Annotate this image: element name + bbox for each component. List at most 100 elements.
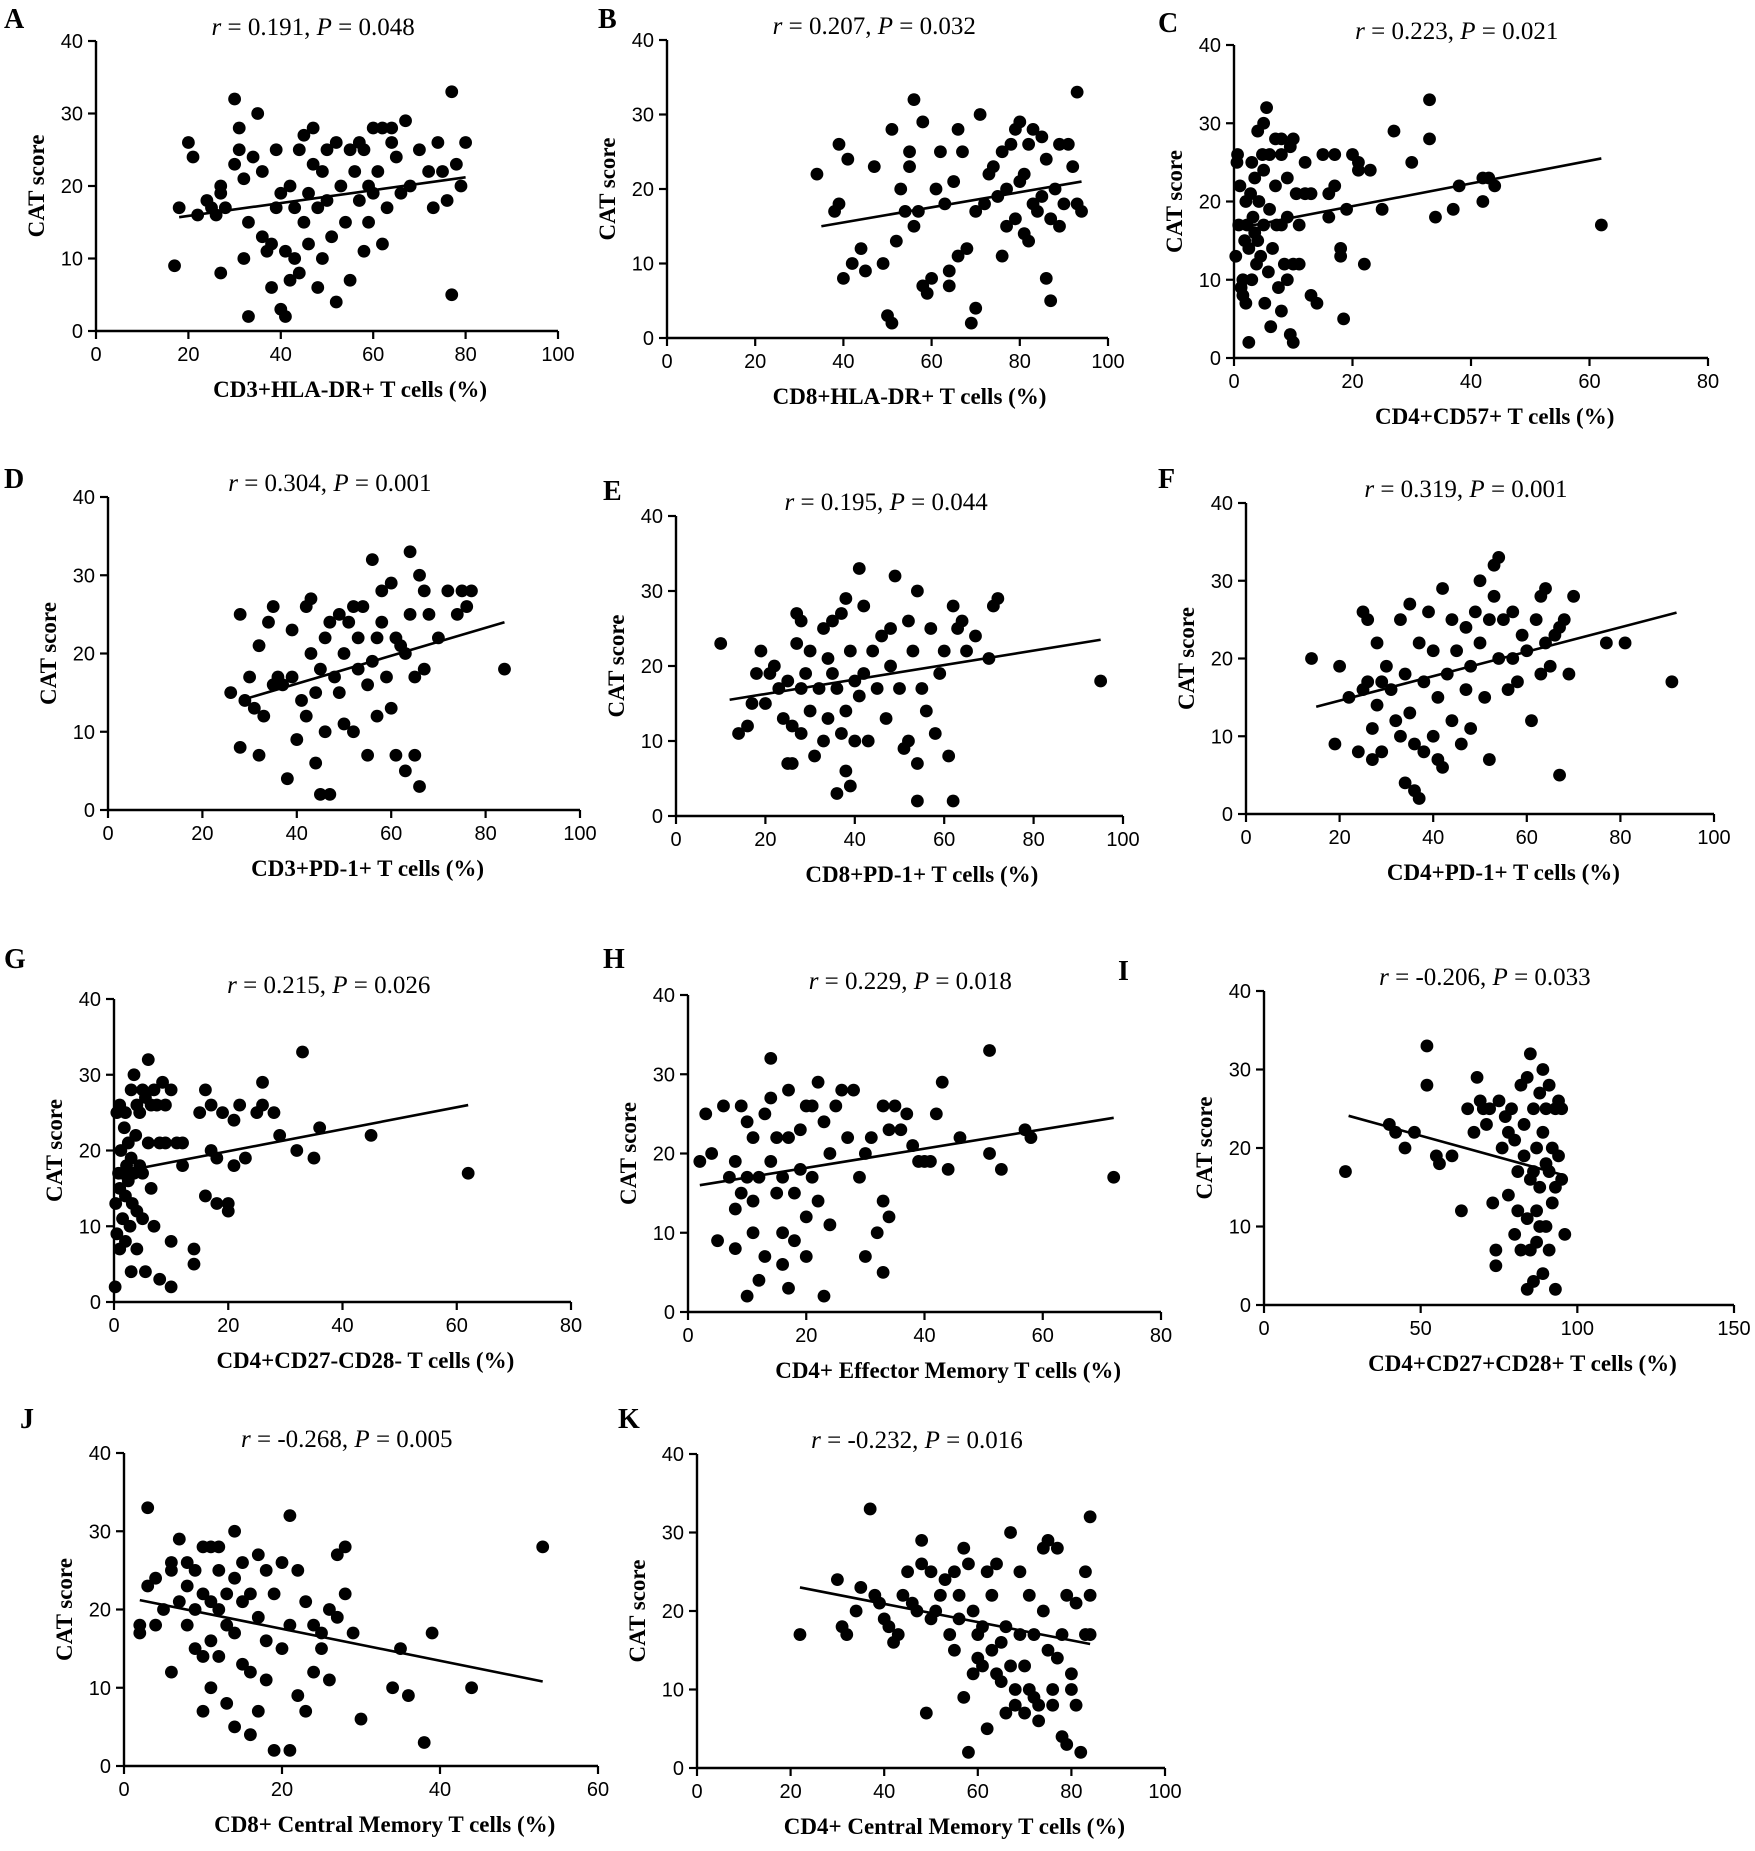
data-point <box>994 1636 1008 1649</box>
data-point <box>370 631 384 645</box>
data-point <box>1261 265 1275 279</box>
data-point <box>204 1595 218 1609</box>
data-point <box>884 659 897 673</box>
data-point <box>1536 1267 1550 1280</box>
data-point <box>740 1289 754 1303</box>
data-point <box>356 600 370 613</box>
x-tick-label: 20 <box>217 1315 239 1337</box>
data-point <box>1041 1643 1055 1657</box>
data-point <box>1403 597 1417 611</box>
r-value: = 0.215, <box>237 972 332 999</box>
data-point <box>445 85 459 99</box>
data-point <box>1534 667 1548 681</box>
data-point <box>1539 1102 1553 1116</box>
data-point <box>315 165 329 178</box>
data-point <box>417 1736 431 1749</box>
data-point <box>291 1563 305 1577</box>
data-point <box>275 1642 289 1656</box>
data-point <box>220 1618 234 1632</box>
data-point <box>1292 218 1306 232</box>
data-point <box>251 1610 265 1624</box>
x-tick-label: 60 <box>380 823 402 845</box>
data-point <box>1245 155 1259 169</box>
data-point <box>978 197 991 211</box>
regression-line <box>699 1116 1114 1187</box>
data-point <box>168 259 181 273</box>
data-point <box>1057 197 1071 211</box>
data-point <box>370 709 384 723</box>
data-point <box>290 1144 304 1157</box>
x-tick-label: 20 <box>1341 371 1363 393</box>
data-point <box>1277 257 1291 271</box>
data-point <box>1515 628 1529 642</box>
data-point <box>764 1091 778 1105</box>
r-value: = -0.206, <box>1389 964 1493 991</box>
data-point <box>1389 714 1403 728</box>
data-point <box>876 1265 890 1279</box>
y-tick-label: 10 <box>1199 270 1221 292</box>
data-point <box>902 614 915 628</box>
data-point <box>1497 613 1510 627</box>
data-point <box>888 569 902 583</box>
data-point <box>332 686 346 700</box>
data-point <box>1032 1714 1046 1728</box>
y-tick-label: 30 <box>61 104 83 126</box>
data-point <box>705 1147 719 1160</box>
p-value: = 0.033 <box>1508 964 1591 991</box>
data-point <box>402 1689 415 1702</box>
data-point <box>1363 163 1377 177</box>
data-point <box>283 179 297 193</box>
data-point <box>794 727 808 740</box>
data-point <box>304 647 318 660</box>
data-point <box>1464 722 1478 735</box>
data-point <box>891 1628 905 1641</box>
data-point <box>329 295 343 309</box>
data-point <box>285 623 299 637</box>
data-point <box>425 1626 439 1640</box>
data-point <box>236 1657 249 1671</box>
p-value: = 0.016 <box>940 1427 1023 1454</box>
data-point <box>199 1189 212 1203</box>
data-point <box>734 1186 748 1200</box>
data-point <box>732 727 745 740</box>
data-point <box>902 734 915 748</box>
x-tick-label: 80 <box>474 823 496 845</box>
x-tick-label: 80 <box>1009 351 1031 373</box>
data-point <box>817 1115 831 1129</box>
y-tick-label: 10 <box>632 254 654 276</box>
data-point <box>1280 273 1294 287</box>
data-point <box>124 1265 138 1279</box>
data-point <box>309 686 323 700</box>
data-point <box>1069 1596 1083 1610</box>
data-point <box>1094 674 1108 688</box>
y-tick-label: 40 <box>1199 35 1221 57</box>
data-point <box>323 1673 336 1687</box>
y-tick-label: 30 <box>632 105 654 127</box>
data-point <box>274 186 288 200</box>
p-value: = 0.001 <box>349 470 432 497</box>
data-point <box>1026 122 1040 136</box>
data-point <box>745 697 759 710</box>
data-point <box>338 1540 352 1554</box>
data-point <box>1412 792 1426 805</box>
data-point <box>259 1673 273 1687</box>
data-point <box>793 1123 807 1137</box>
data-point <box>304 592 318 606</box>
data-point <box>915 1557 929 1571</box>
data-point <box>1046 1698 1060 1712</box>
data-point <box>1446 202 1460 216</box>
regression-line <box>1348 1114 1566 1177</box>
data-point <box>1455 1204 1468 1218</box>
data-point <box>1555 1102 1569 1116</box>
data-point <box>1333 659 1346 673</box>
x-tick-label: 100 <box>1561 1318 1594 1340</box>
data-point <box>1083 1628 1097 1641</box>
r-value: = -0.268, <box>251 1426 355 1453</box>
x-tick-label: 40 <box>429 1779 451 1801</box>
x-tick-label: 0 <box>1240 827 1251 849</box>
data-point <box>925 272 938 285</box>
data-point <box>1065 1683 1078 1696</box>
correlation-annotation: r = 0.191, P = 0.048 <box>212 14 415 41</box>
data-point <box>251 1704 265 1718</box>
